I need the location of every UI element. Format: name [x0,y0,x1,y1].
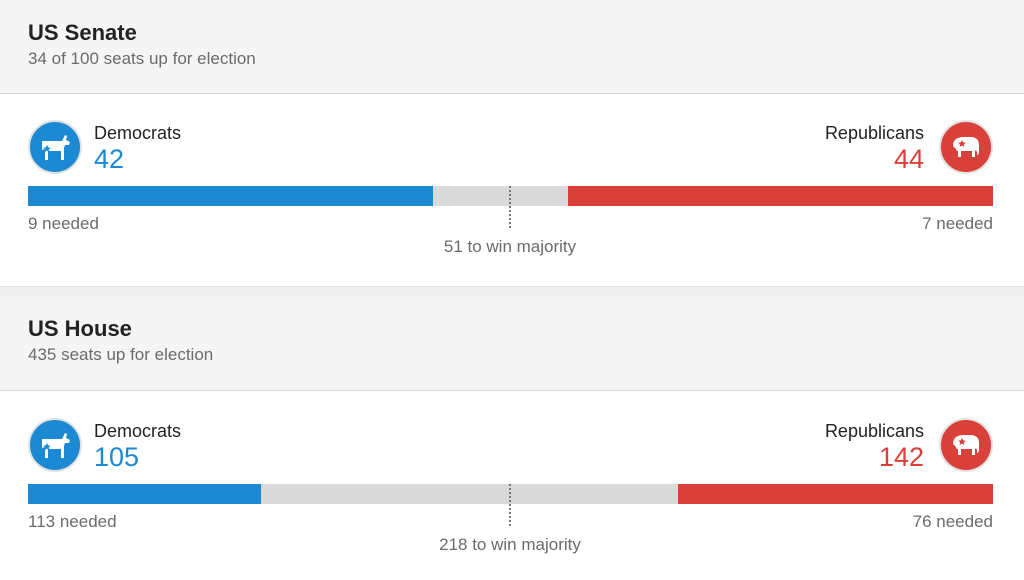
house-body: Democrats 105 Republicans 142 113 needed… [0,391,1024,580]
house-majority-text: 218 to win majority [439,535,581,554]
senate-rep-bar [568,186,993,206]
house-subtitle: 435 seats up for election [28,345,214,364]
senate-dem-count: 42 [94,144,125,174]
house-dem-bar [28,484,261,504]
senate-dem-label: Democrats [94,123,182,143]
house-rep-count: 142 [878,442,924,472]
house-rep-label: Republicans [824,421,924,441]
senate-body: Democrats 42 Republicans 44 9 needed 7 n… [0,94,1024,286]
senate-header: US Senate 34 of 100 seats up for electio… [0,0,1024,94]
senate-subtitle: 34 of 100 seats up for election [28,49,256,68]
house-rep-bar [678,484,993,504]
senate-rep-label: Republicans [824,123,924,143]
donkey-icon [28,120,82,174]
senate-dem-bar [28,186,434,206]
senate-dem-needed: 9 needed [28,214,99,233]
house-dem-count: 105 [94,442,140,472]
senate-majority-marker [509,186,511,228]
senate-rep-count: 44 [893,144,924,174]
elephant-icon [939,120,993,174]
house-majority-marker [509,484,511,526]
house-header: US House 435 seats up for election [0,296,1024,391]
house-dem-needed: 113 needed [28,512,117,531]
donkey-icon [28,418,82,472]
senate-section: US Senate 34 of 100 seats up for electio… [0,0,1024,286]
senate-title: US Senate [28,20,137,45]
elephant-icon [939,418,993,472]
senate-rep-needed: 7 needed [922,214,993,233]
senate-majority-text: 51 to win majority [443,237,577,256]
house-title: US House [28,316,132,341]
house-rep-needed: 76 needed [912,512,993,531]
house-dem-label: Democrats [94,421,182,441]
house-section: US House 435 seats up for election Democ… [0,296,1024,580]
section-divider [0,286,1024,296]
